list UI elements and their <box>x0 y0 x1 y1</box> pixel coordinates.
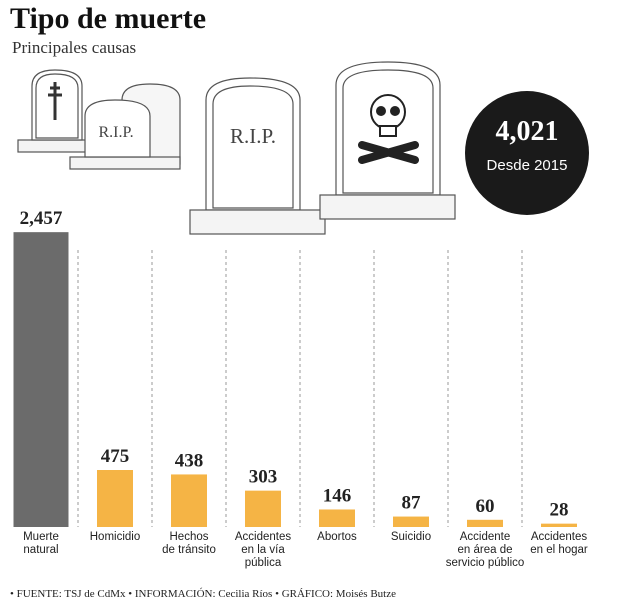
total-caption: Desde 2015 <box>487 157 568 174</box>
bar <box>171 474 207 527</box>
category-label: Suicidio <box>390 531 432 543</box>
category-label: Accidentes en la vía pública <box>234 531 292 569</box>
category-label: Abortos <box>317 531 357 543</box>
bar <box>319 509 355 527</box>
chart-title: Tipo de muerte <box>10 2 207 35</box>
tombstone-text: R.I.P. <box>230 124 276 148</box>
category-label: Muerte natural <box>23 531 59 556</box>
bar <box>97 470 133 527</box>
bar <box>393 516 429 527</box>
bar <box>467 519 503 527</box>
bar <box>541 523 577 527</box>
tombstones <box>17 61 456 235</box>
value-label: 303 <box>249 467 278 488</box>
category-label: Homicidio <box>89 531 141 543</box>
chart-subtitle: Principales causas <box>12 38 137 57</box>
value-label: 87 <box>402 493 422 514</box>
total-label: 4,021 <box>496 116 559 147</box>
value-label: 475 <box>101 446 130 467</box>
category-label: Accidentes en el hogar <box>530 531 588 556</box>
value-label: 2,457 <box>20 208 63 229</box>
tombstone-text: R.I.P. <box>98 124 133 141</box>
value-label: 28 <box>550 500 569 521</box>
value-label: 146 <box>323 485 352 506</box>
category-label: Hechos de tránsito <box>162 531 216 556</box>
value-label: 60 <box>476 496 495 517</box>
category-label: Accidente en área de servicio público <box>445 531 525 569</box>
footer: • FUENTE: TSJ de CdMx • INFORMACIÓN: Cec… <box>10 588 396 600</box>
bar <box>245 490 281 527</box>
value-label: 438 <box>175 450 204 471</box>
bar <box>13 232 69 527</box>
total-badge <box>465 91 589 215</box>
